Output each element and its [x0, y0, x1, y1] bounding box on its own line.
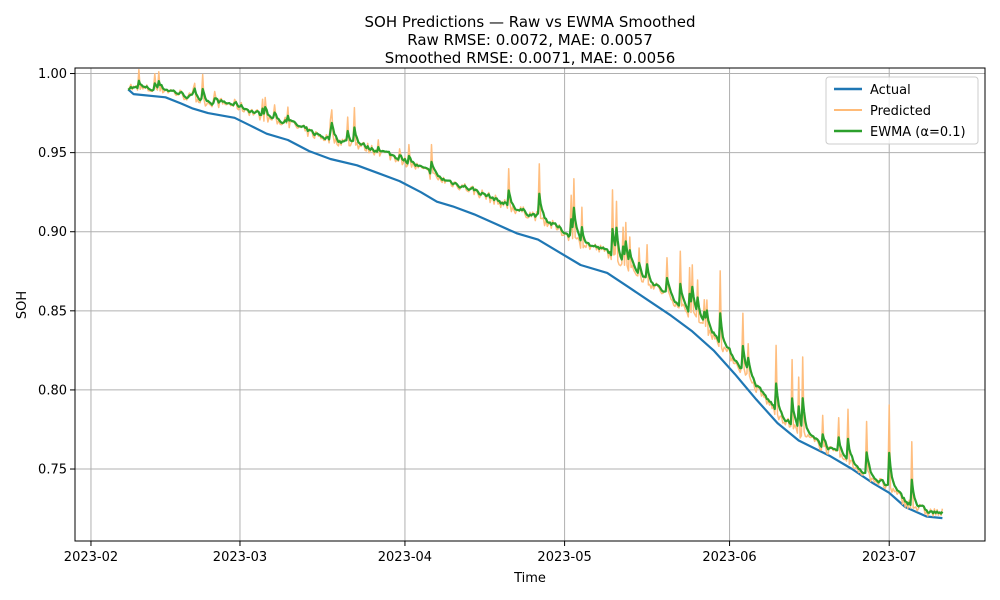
- x-tick-label: 2023-07: [862, 550, 916, 565]
- chart-title: SOH Predictions — Raw vs EWMA Smoothed: [365, 13, 696, 31]
- y-tick-label: 0.90: [38, 225, 67, 240]
- y-tick-label: 0.75: [38, 463, 67, 478]
- x-tick-label: 2023-03: [213, 550, 267, 565]
- chart-subtitle-raw: Raw RMSE: 0.0072, MAE: 0.0057: [407, 31, 653, 49]
- legend-label-ewma: EWMA (α=0.1): [870, 125, 966, 140]
- x-axis-label: Time: [513, 571, 546, 586]
- x-tick-label: 2023-04: [378, 550, 432, 565]
- y-tick-label: 1.00: [38, 67, 67, 82]
- y-axis-label: SOH: [15, 291, 30, 319]
- x-tick-label: 2023-05: [537, 550, 591, 565]
- legend: Actual Predicted EWMA (α=0.1): [826, 77, 978, 144]
- legend-label-predicted: Predicted: [870, 104, 931, 119]
- legend-label-actual: Actual: [870, 83, 911, 98]
- x-tick-label: 2023-06: [702, 550, 756, 565]
- y-tick-label: 0.80: [38, 383, 67, 398]
- y-tick-label: 0.95: [38, 146, 67, 161]
- chart-subtitle-smoothed: Smoothed RMSE: 0.0071, MAE: 0.0056: [385, 49, 676, 67]
- y-tick-label: 0.85: [38, 304, 67, 319]
- x-tick-label: 2023-02: [64, 550, 118, 565]
